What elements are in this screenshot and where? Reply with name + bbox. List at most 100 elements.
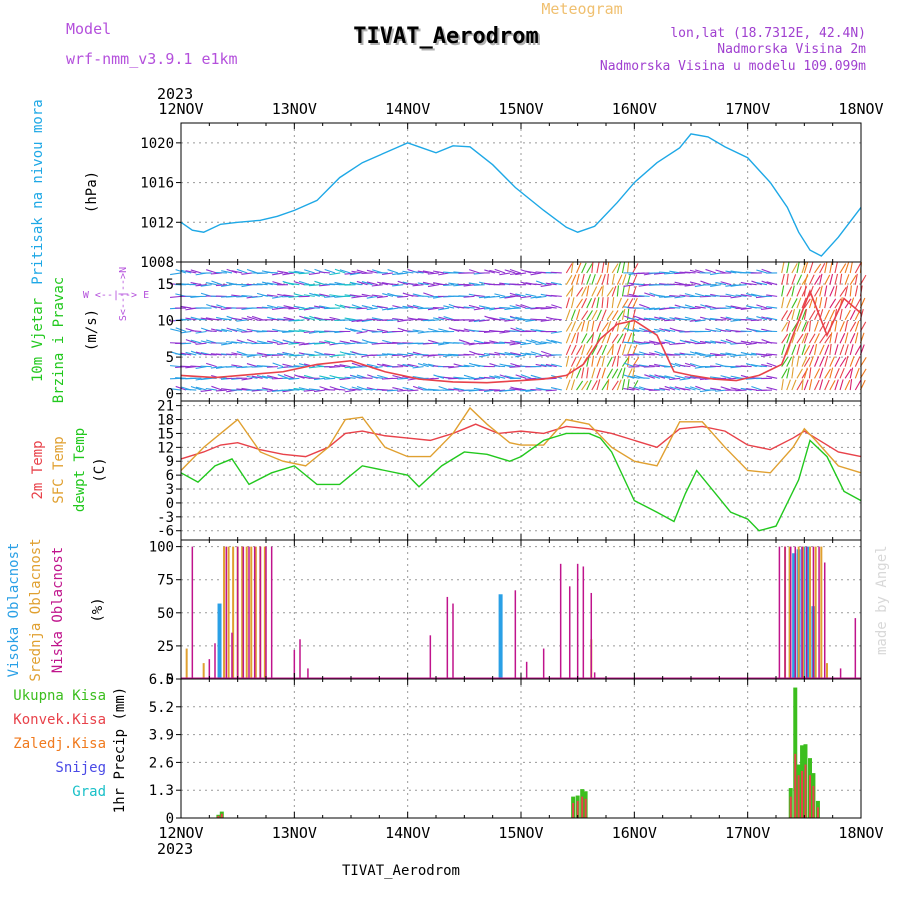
wind-barb bbox=[246, 315, 258, 321]
cloud-bar bbox=[593, 672, 596, 679]
wind-barb bbox=[545, 363, 557, 368]
wind-barb bbox=[844, 368, 852, 379]
wind-barb bbox=[808, 379, 813, 391]
wind-barb bbox=[690, 339, 701, 344]
temperature-y-tick-label: 3 bbox=[166, 482, 174, 498]
wind-barb bbox=[803, 356, 811, 367]
wind-barb bbox=[298, 375, 310, 379]
bottom-x-tick-label: 14NOV bbox=[385, 824, 430, 842]
wind-barb bbox=[786, 320, 791, 332]
wind-barb bbox=[591, 355, 595, 367]
wind-barb bbox=[392, 387, 404, 391]
wind-barb bbox=[267, 304, 279, 309]
wind-barb bbox=[246, 375, 258, 379]
wind-barb bbox=[834, 332, 838, 344]
wind-barb bbox=[530, 283, 542, 286]
cloud-bar bbox=[452, 603, 454, 679]
wind-barb bbox=[669, 306, 681, 309]
wind-barb bbox=[766, 353, 778, 356]
wind-barb bbox=[540, 319, 552, 322]
clouds-y-tick-label: 25 bbox=[157, 639, 174, 655]
wind-barb bbox=[535, 280, 547, 286]
wind-barb bbox=[576, 345, 583, 356]
wind-barb bbox=[621, 344, 627, 356]
wind-barb bbox=[648, 317, 660, 321]
wind-barb bbox=[339, 364, 351, 368]
wind-barb bbox=[824, 262, 828, 274]
wind-barb bbox=[215, 329, 227, 333]
wind-barb bbox=[344, 294, 356, 297]
wind-barb bbox=[849, 285, 852, 297]
wind-barb bbox=[494, 293, 506, 297]
wind-barb bbox=[397, 353, 409, 356]
wind-barb bbox=[596, 379, 601, 391]
wind-barb bbox=[766, 316, 778, 321]
wind-barb bbox=[679, 387, 691, 391]
wind-barb bbox=[684, 353, 696, 356]
wind-barb bbox=[715, 341, 727, 344]
wind-barb bbox=[356, 330, 368, 334]
wind-barb bbox=[509, 269, 521, 274]
wind-barb bbox=[407, 352, 419, 356]
wind-barb bbox=[169, 365, 182, 368]
wind-barb bbox=[715, 354, 727, 357]
wind-barb bbox=[844, 379, 851, 391]
wind-barb bbox=[190, 350, 202, 356]
cloud-bar bbox=[227, 546, 230, 679]
precip-bar bbox=[812, 785, 815, 818]
wind-barb bbox=[844, 344, 849, 356]
wind-barb bbox=[565, 344, 572, 356]
wind-barb bbox=[427, 295, 439, 298]
wind-barb bbox=[483, 341, 495, 344]
wind-barb bbox=[448, 282, 460, 286]
wind-barb bbox=[694, 319, 706, 323]
wind-barb bbox=[761, 354, 773, 358]
wind-barb bbox=[632, 263, 639, 274]
wind-barb bbox=[761, 316, 773, 321]
temperature-y-tick-label: -3 bbox=[157, 510, 174, 526]
wind-barb bbox=[504, 389, 516, 392]
wind-barb bbox=[796, 274, 803, 285]
wind-barb bbox=[801, 297, 807, 309]
precip-bar bbox=[797, 775, 800, 818]
wind-barb bbox=[499, 352, 511, 356]
wind-barb bbox=[601, 297, 604, 309]
wind-barb bbox=[494, 365, 506, 368]
wind-barb bbox=[376, 305, 388, 309]
wind-barb bbox=[483, 330, 495, 334]
wind-barb bbox=[366, 318, 378, 321]
wind-barb bbox=[659, 375, 671, 379]
wind-barb bbox=[308, 354, 320, 357]
wind-barb bbox=[309, 315, 321, 321]
wind-barb bbox=[803, 345, 811, 356]
temperature-ylabel: SFC Temp bbox=[51, 436, 67, 503]
wind-barb bbox=[621, 298, 629, 309]
wind-barb bbox=[715, 389, 727, 392]
wind-barb bbox=[581, 344, 586, 356]
temperature-y-tick-label: 0 bbox=[166, 496, 174, 512]
model-label: Model bbox=[66, 20, 111, 38]
wind-barb bbox=[586, 367, 589, 379]
wind-barb bbox=[206, 362, 217, 368]
wind-barb bbox=[261, 387, 273, 391]
wind-barb bbox=[195, 342, 207, 345]
wind-barb bbox=[628, 329, 640, 333]
wind-barb bbox=[422, 270, 434, 274]
wind-barb bbox=[190, 365, 202, 368]
wind-barb bbox=[674, 342, 686, 345]
precip-bar bbox=[789, 796, 792, 818]
wind-barb bbox=[381, 272, 394, 276]
wind-barb bbox=[801, 379, 804, 391]
wind-barb bbox=[185, 366, 197, 369]
wind-barb bbox=[366, 269, 378, 274]
wind-barb bbox=[288, 342, 300, 345]
wind-barb bbox=[351, 319, 363, 323]
wind-barb bbox=[801, 262, 806, 274]
wind-barb bbox=[205, 330, 217, 333]
wind-barb bbox=[659, 387, 671, 391]
wind-barb bbox=[839, 273, 843, 285]
wind-barb bbox=[402, 270, 414, 274]
wind-barb bbox=[478, 319, 490, 322]
cloud-bar bbox=[778, 546, 781, 679]
wind-barb bbox=[438, 272, 450, 276]
